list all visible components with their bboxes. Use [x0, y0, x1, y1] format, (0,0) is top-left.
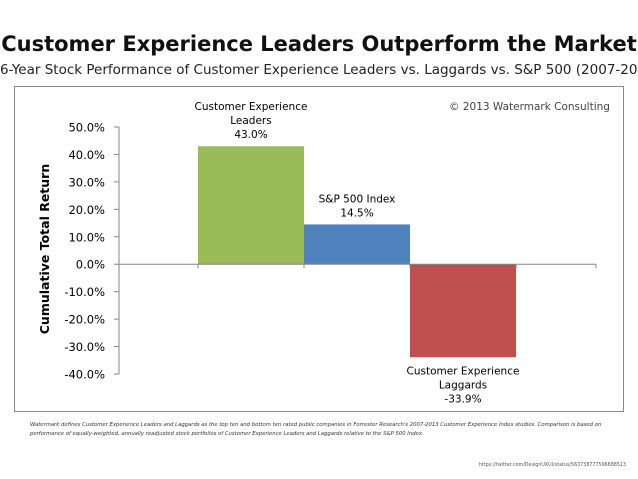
page-subtitle: 6-Year Stock Performance of Customer Exp…: [0, 62, 638, 78]
y-axis-ticks: 50.0% 40.0% 30.0% 20.0% 10.0% 0.0% -10.0% -20.0…: [64, 121, 119, 382]
y-tick-label: 40.0%: [68, 148, 105, 162]
copyright-annotation: © 2013 Watermark Consulting: [449, 101, 610, 113]
bar-category-label: Customer Experience: [195, 101, 308, 113]
page-title: Customer Experience Leaders Outperform t…: [1, 32, 637, 56]
y-tick-label: -10.0%: [64, 285, 105, 299]
bar-leaders: [198, 146, 304, 265]
bar-sp500: [304, 224, 410, 265]
bar-value-label: 43.0%: [234, 129, 267, 141]
y-tick-label: 50.0%: [68, 121, 105, 135]
bar-value-label: 14.5%: [340, 207, 373, 219]
footnote: Watermark defines Customer Experience Le…: [30, 422, 602, 437]
bar-laggards: [410, 264, 516, 358]
y-tick-label: -20.0%: [64, 313, 105, 327]
y-tick-label: 0.0%: [76, 258, 105, 272]
bar-value-label: -33.9%: [444, 393, 481, 405]
y-tick-label: -40.0%: [64, 368, 105, 382]
bar-category-label: Leaders: [230, 115, 271, 127]
y-tick-label: -30.0%: [64, 340, 105, 354]
bar-category-label: S&P 500 Index: [319, 193, 396, 205]
y-tick-label: 30.0%: [68, 175, 105, 189]
chart-frame: [14, 86, 624, 412]
bar-category-label: Customer Experience: [407, 365, 520, 377]
y-tick-label: 10.0%: [68, 230, 105, 244]
bar-category-label: Laggards: [439, 379, 487, 391]
source-url: https://twitter.com/DesignUXUI/status/56…: [478, 463, 626, 468]
y-axis-label: Cumulative Total Return: [37, 164, 52, 335]
y-tick-label: 20.0%: [68, 203, 105, 217]
bars-group: [197, 146, 597, 358]
bar-labels-group: Customer Experience Leaders 43.0% S&P 500 I…: [195, 101, 520, 405]
